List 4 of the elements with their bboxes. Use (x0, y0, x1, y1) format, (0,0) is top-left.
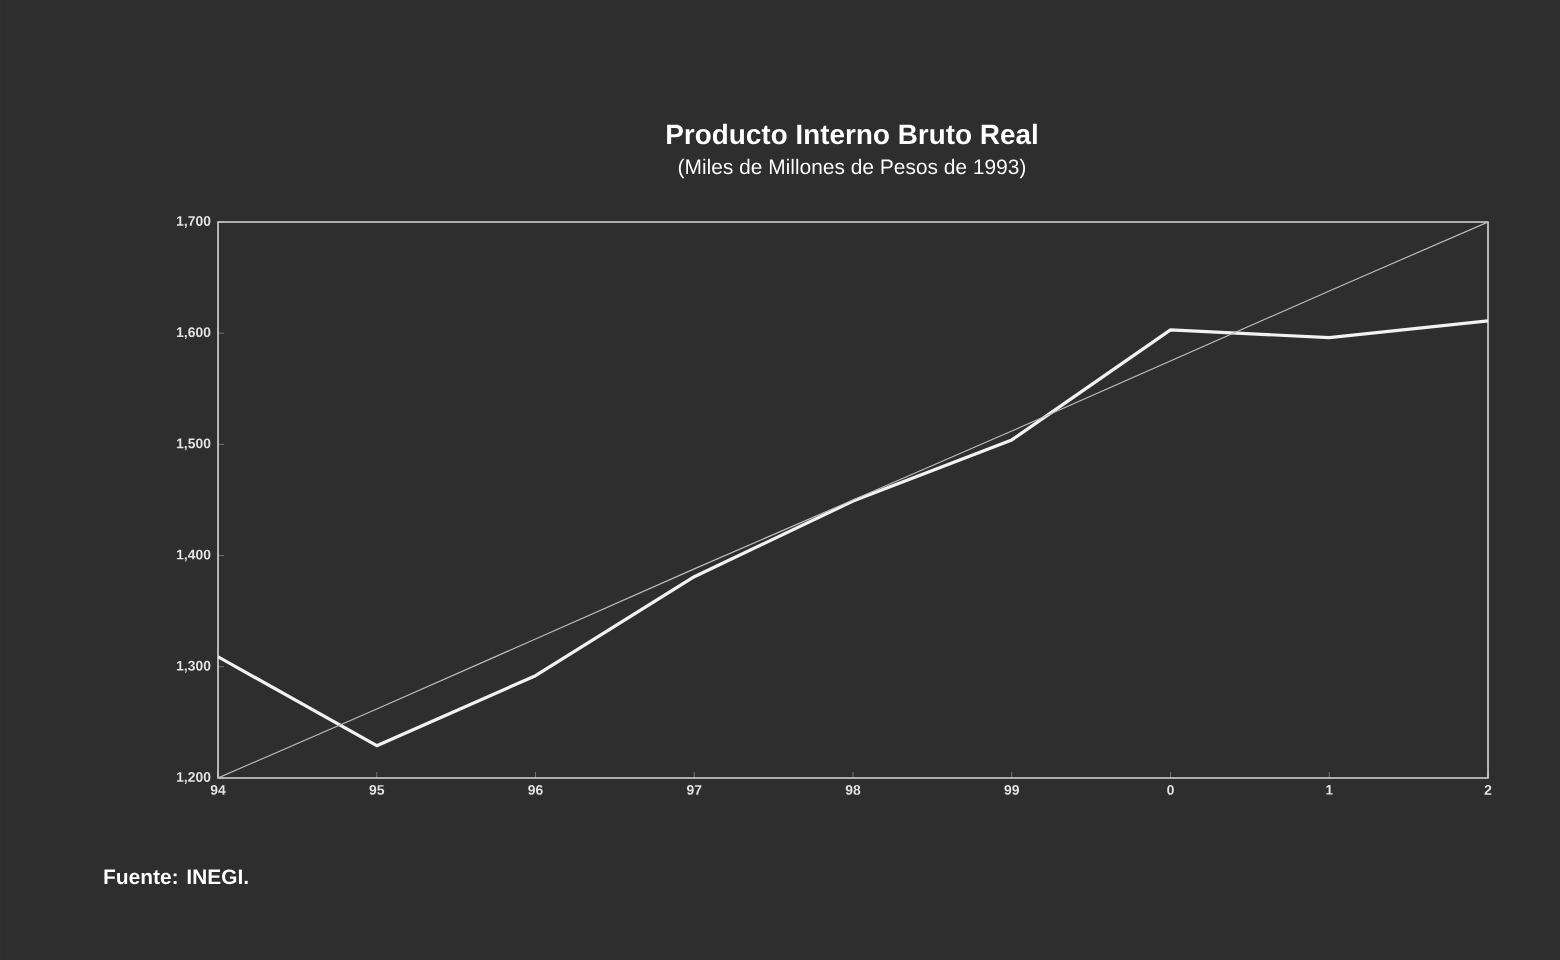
chart-subtitle: (Miles de Millones de Pesos de 1993) (678, 158, 1026, 179)
source-note: Fuente: INEGI. (104, 869, 248, 885)
chart-title: Producto Interno Bruto Real (667, 123, 1037, 145)
line-series (218, 319, 1489, 748)
